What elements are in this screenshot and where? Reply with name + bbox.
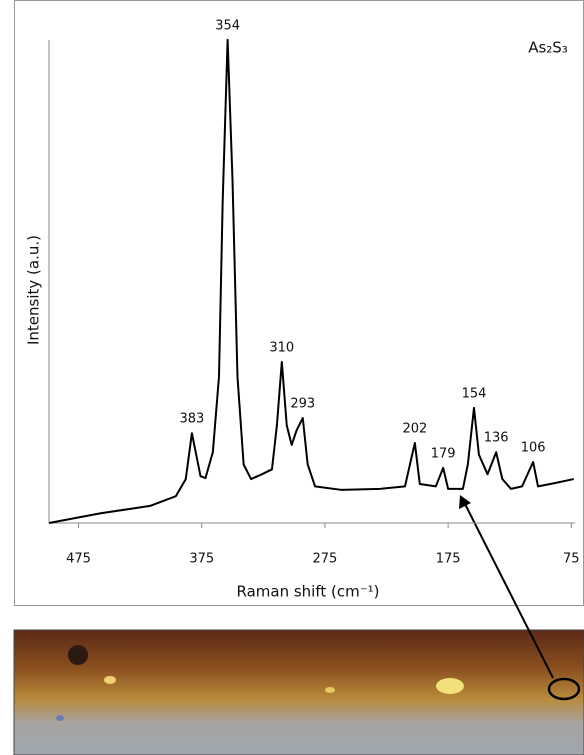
peak-label: 154 — [462, 386, 487, 401]
arrow-head — [459, 495, 471, 509]
photo — [13, 629, 584, 755]
highlight-ellipse — [547, 677, 581, 701]
x-tick-label: 275 — [313, 552, 338, 567]
photo-grain — [325, 687, 335, 693]
photo-grain — [436, 678, 464, 694]
x-tick-label: 75 — [563, 552, 580, 567]
y-axis-label: Intensity (a.u.) — [25, 235, 43, 345]
photo-spot — [68, 645, 88, 665]
peak-label: 354 — [215, 18, 240, 33]
peak-label: 383 — [179, 412, 204, 427]
spectrum-line — [48, 38, 574, 524]
photo-bg — [13, 629, 584, 755]
chart-frame — [14, 0, 584, 606]
peak-label: 106 — [521, 441, 546, 456]
peak-label: 202 — [402, 421, 427, 436]
peak-label: 136 — [484, 431, 509, 446]
photo-spot — [56, 715, 64, 721]
peak-label: 293 — [290, 397, 315, 412]
arrow — [464, 503, 554, 679]
x-tick-label: 375 — [189, 552, 214, 567]
x-axis-label: Raman shift (cm⁻¹) — [236, 583, 379, 601]
peak-label: 179 — [431, 446, 456, 461]
chart-title: As₂S₃ — [528, 39, 568, 57]
x-tick-label: 175 — [436, 552, 461, 567]
peak-label: 310 — [269, 340, 294, 355]
photo-grain — [104, 676, 116, 684]
x-tick-label: 475 — [66, 552, 91, 567]
